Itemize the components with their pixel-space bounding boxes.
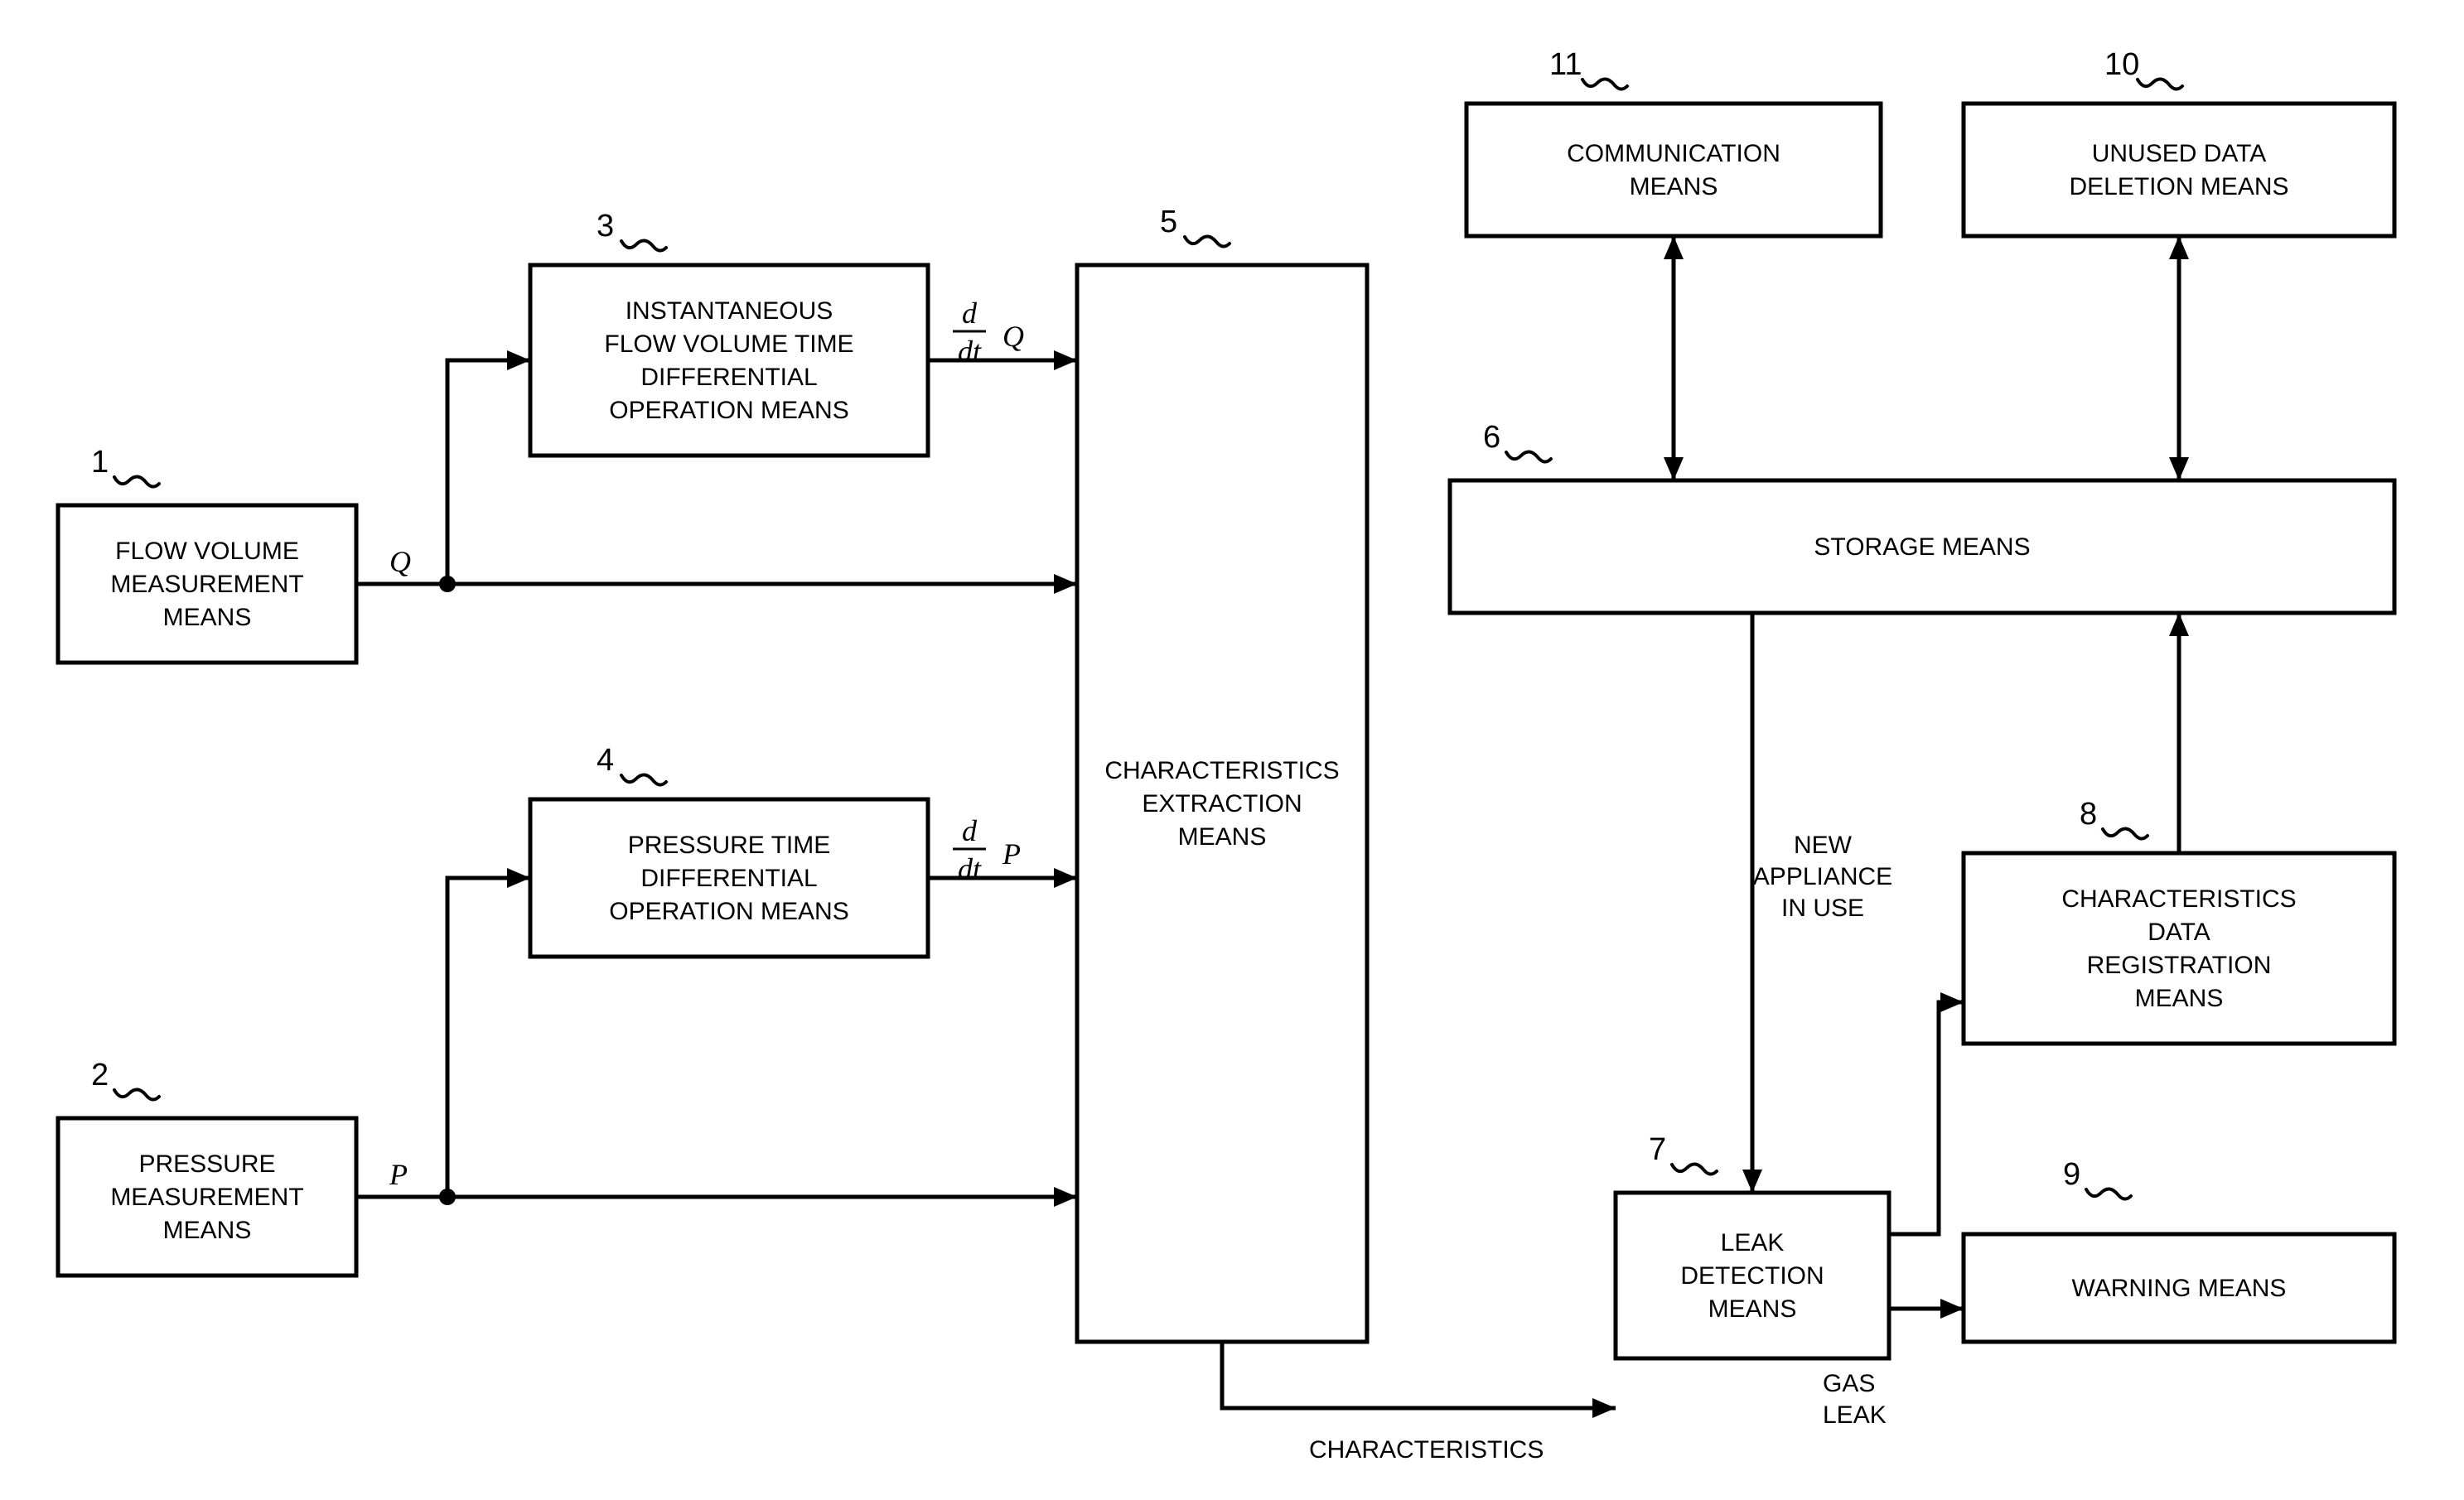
edge-label: GAS (1823, 1370, 1875, 1397)
node-label: MEANS (1708, 1295, 1797, 1323)
node-label: MEANS (1630, 173, 1718, 200)
flowchart: 1 FLOW VOLUME MEASUREMENT MEANS 2 PRESSURE MEA… (0, 0, 2464, 1500)
node-label: OPERATION MEANS (609, 397, 848, 424)
node-label: PRESSURE TIME (628, 832, 831, 859)
node-num: 2 (91, 1058, 109, 1092)
edge-label: Q (389, 545, 411, 578)
node-n5: 5 CHARACTERISTICS EXTRACTION MEANS (1077, 205, 1367, 1342)
node-label: DATA (2148, 919, 2210, 946)
node-label: PRESSURE (138, 1150, 275, 1178)
node-label: MEANS (1178, 823, 1267, 851)
edge-label: P (389, 1158, 408, 1191)
node-num: 1 (91, 445, 109, 480)
edge-label: IN USE (1781, 895, 1864, 922)
svg-text:Q: Q (1003, 320, 1024, 353)
node-label: DELETION MEANS (2069, 173, 2288, 200)
node-label: MEANS (2135, 985, 2224, 1012)
node-label: DETECTION (1680, 1262, 1824, 1290)
node-label: INSTANTANEOUS (626, 297, 833, 325)
node-num: 9 (2063, 1157, 2080, 1192)
edge-label: CHARACTERISTICS (1309, 1436, 1544, 1464)
svg-text:dt: dt (958, 852, 982, 885)
node-num: 8 (2080, 797, 2097, 832)
node-label: FLOW VOLUME TIME (604, 330, 853, 358)
node-label: LEAK (1721, 1229, 1785, 1256)
node-label: MEANS (163, 604, 252, 631)
svg-text:P: P (1002, 837, 1021, 871)
node-label: MEASUREMENT (110, 571, 303, 598)
node-num: 5 (1160, 205, 1177, 239)
node-num: 3 (597, 209, 614, 244)
node-label: WARNING MEANS (2072, 1275, 2287, 1302)
node-num: 7 (1649, 1132, 1666, 1167)
node-label: REGISTRATION (2087, 952, 2272, 979)
edge-label: LEAK (1823, 1401, 1887, 1429)
svg-text:d: d (962, 814, 978, 847)
node-label: EXTRACTION (1142, 790, 1302, 818)
node-label: STORAGE MEANS (1814, 533, 2030, 561)
node-label: OPERATION MEANS (609, 898, 848, 925)
node-label: DIFFERENTIAL (640, 865, 817, 892)
node-num: 11 (1549, 47, 1582, 82)
node-label: COMMUNICATION (1567, 140, 1780, 167)
node-num: 10 (2104, 47, 2139, 82)
edge-label: APPLIANCE (1753, 863, 1892, 890)
edge-label: NEW (1794, 832, 1853, 859)
svg-text:d: d (962, 297, 978, 330)
node-label: MEANS (163, 1217, 252, 1244)
node-label: MEASUREMENT (110, 1184, 303, 1211)
node-label: FLOW VOLUME (115, 538, 299, 565)
svg-text:dt: dt (958, 335, 982, 368)
node-num: 6 (1483, 420, 1500, 455)
node-label: CHARACTERISTICS (1104, 757, 1339, 784)
node-label: UNUSED DATA (2092, 140, 2267, 167)
node-num: 4 (597, 743, 614, 778)
node-label: DIFFERENTIAL (640, 364, 817, 391)
node-label: CHARACTERISTICS (2061, 885, 2296, 913)
